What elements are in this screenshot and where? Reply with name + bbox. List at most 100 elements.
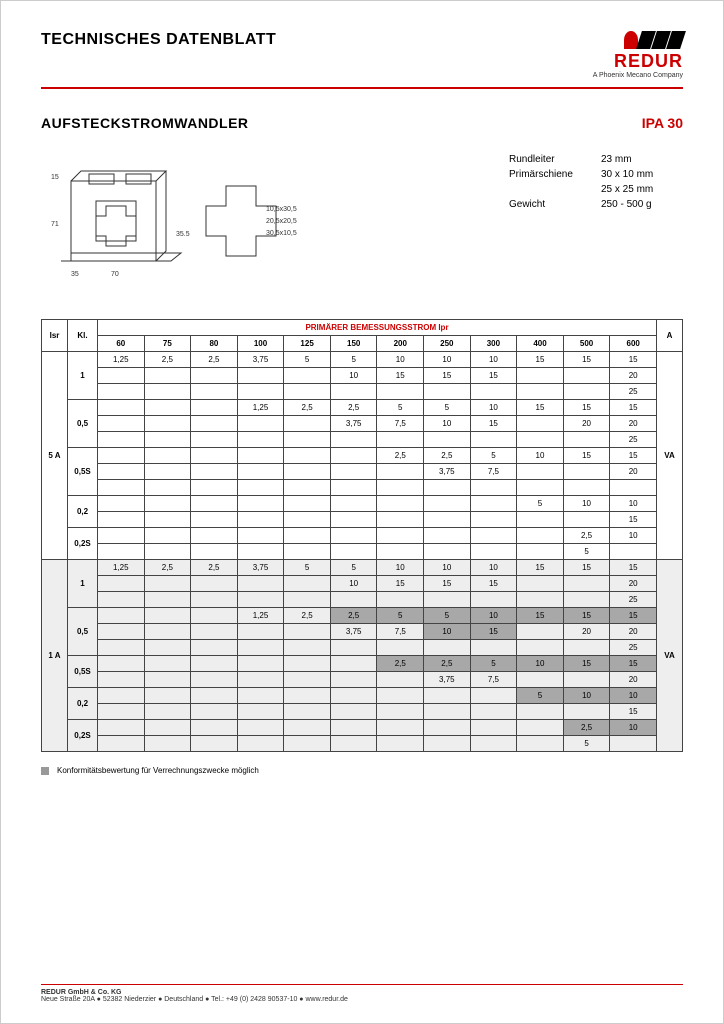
- value-cell: 15: [517, 352, 564, 368]
- logo-mark: [593, 31, 683, 49]
- value-cell: 10: [330, 368, 377, 384]
- value-cell: 10: [610, 496, 657, 512]
- value-cell: [470, 432, 517, 448]
- value-cell: [377, 544, 424, 560]
- value-cell: [144, 688, 191, 704]
- value-cell: [144, 704, 191, 720]
- value-cell: 15: [563, 400, 610, 416]
- value-cell: [424, 512, 471, 528]
- value-cell: [284, 496, 331, 512]
- value-cell: [470, 496, 517, 512]
- value-cell: 10: [424, 352, 471, 368]
- value-cell: [424, 432, 471, 448]
- spec-value: 30 x 10 mm: [601, 168, 681, 181]
- value-cell: 10: [424, 560, 471, 576]
- value-cell: [98, 608, 145, 624]
- value-cell: [191, 656, 238, 672]
- value-cell: [144, 512, 191, 528]
- value-cell: [237, 592, 284, 608]
- value-cell: [377, 464, 424, 480]
- value-cell: 10: [377, 352, 424, 368]
- value-cell: [517, 464, 564, 480]
- value-cell: 15: [610, 448, 657, 464]
- value-cell: [191, 544, 238, 560]
- value-cell: [377, 704, 424, 720]
- value-cell: 20: [563, 624, 610, 640]
- data-table-section: IsrKl.PRIMÄRER BEMESSUNGSSTROM IprA60758…: [41, 319, 683, 752]
- value-cell: [191, 416, 238, 432]
- value-cell: [144, 384, 191, 400]
- value-cell: [284, 672, 331, 688]
- value-cell: [98, 640, 145, 656]
- value-cell: [284, 544, 331, 560]
- value-cell: [237, 464, 284, 480]
- unit-cell: VA: [657, 560, 683, 752]
- value-cell: [237, 576, 284, 592]
- value-cell: [191, 368, 238, 384]
- unit-cell: VA: [657, 352, 683, 560]
- value-cell: [470, 544, 517, 560]
- value-cell: 3,75: [424, 464, 471, 480]
- value-cell: [330, 672, 377, 688]
- value-cell: 5: [470, 448, 517, 464]
- value-cell: [98, 480, 145, 496]
- value-cell: 10: [330, 576, 377, 592]
- value-cell: [237, 384, 284, 400]
- value-cell: [191, 624, 238, 640]
- spec-label: Primärschiene: [509, 168, 599, 181]
- value-cell: 10: [470, 400, 517, 416]
- value-cell: [98, 592, 145, 608]
- value-cell: [610, 544, 657, 560]
- value-cell: 20: [610, 576, 657, 592]
- technical-drawing: 15 71 35 70 35.5 10,5x30,5 20,5x20,5 30,…: [41, 151, 321, 291]
- value-cell: [377, 384, 424, 400]
- klass-cell: 0,2: [68, 496, 98, 528]
- value-cell: [377, 736, 424, 752]
- svg-text:71: 71: [51, 221, 59, 228]
- value-cell: 1,25: [98, 560, 145, 576]
- value-cell: 15: [563, 352, 610, 368]
- value-cell: [563, 640, 610, 656]
- value-cell: [144, 528, 191, 544]
- klass-cell: 0,5: [68, 608, 98, 656]
- footnote-bullet: [41, 767, 49, 775]
- footnote: Konformitätsbewertung für Verrechnungszw…: [41, 766, 683, 775]
- value-cell: [98, 416, 145, 432]
- value-cell: [284, 384, 331, 400]
- value-cell: [144, 480, 191, 496]
- value-cell: [98, 512, 145, 528]
- value-cell: [330, 432, 377, 448]
- value-cell: 10: [563, 688, 610, 704]
- value-cell: [517, 640, 564, 656]
- value-cell: [98, 576, 145, 592]
- value-cell: 1,25: [237, 400, 284, 416]
- value-cell: [563, 672, 610, 688]
- value-cell: 20: [610, 368, 657, 384]
- value-cell: 15: [563, 656, 610, 672]
- value-cell: [98, 672, 145, 688]
- value-cell: [237, 736, 284, 752]
- value-cell: 15: [517, 560, 564, 576]
- value-cell: [517, 736, 564, 752]
- value-cell: 3,75: [237, 560, 284, 576]
- value-cell: [330, 720, 377, 736]
- value-cell: 20: [610, 624, 657, 640]
- value-cell: [284, 592, 331, 608]
- value-cell: [191, 592, 238, 608]
- value-cell: [517, 544, 564, 560]
- value-cell: [517, 512, 564, 528]
- value-cell: 7,5: [470, 672, 517, 688]
- value-cell: [98, 544, 145, 560]
- value-cell: 15: [470, 416, 517, 432]
- value-cell: [424, 496, 471, 512]
- value-cell: [191, 640, 238, 656]
- value-cell: [237, 496, 284, 512]
- value-cell: [284, 432, 331, 448]
- value-cell: [330, 464, 377, 480]
- value-cell: [424, 592, 471, 608]
- value-cell: [144, 592, 191, 608]
- value-cell: [517, 416, 564, 432]
- value-cell: [284, 656, 331, 672]
- value-cell: [237, 704, 284, 720]
- value-cell: 7,5: [377, 416, 424, 432]
